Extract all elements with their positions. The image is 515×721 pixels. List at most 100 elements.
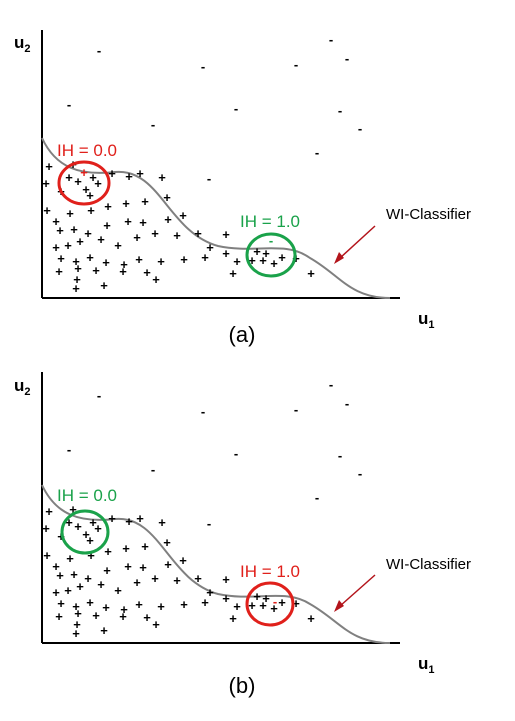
negative-samples: --- - --------: [67, 377, 362, 531]
positive-sample-mark: +: [201, 250, 209, 265]
positive-sample-mark: +: [158, 515, 166, 530]
positive-sample-mark: +: [89, 515, 97, 530]
positive-sample-mark: +: [253, 589, 261, 604]
positive-sample-mark: +: [164, 557, 172, 572]
positive-sample-mark: +: [108, 166, 116, 181]
y-axis-label: u2: [14, 376, 31, 398]
positive-sample-mark: +: [86, 595, 94, 610]
positive-sample-mark: +: [102, 255, 110, 270]
positive-sample-mark: +: [124, 559, 132, 574]
negative-sample-mark: -: [97, 43, 101, 58]
positive-sample-mark: +: [173, 573, 181, 588]
positive-sample-mark: +: [56, 223, 64, 238]
circle-right-mark: -: [269, 233, 273, 248]
positive-sample-mark: +: [119, 609, 127, 624]
positive-sample-mark: +: [180, 252, 188, 267]
panel-caption: (a): [229, 322, 256, 347]
positive-sample-mark: +: [307, 611, 315, 626]
positive-sample-mark: +: [125, 514, 133, 529]
positive-sample-mark: +: [152, 617, 160, 632]
positive-sample-mark: +: [222, 246, 230, 261]
positive-sample-mark: +: [179, 553, 187, 568]
positive-sample-mark: +: [222, 572, 230, 587]
classifier-arrow: [339, 225, 376, 259]
positive-sample-mark: +: [262, 246, 270, 261]
positive-sample-mark: +: [114, 583, 122, 598]
positive-sample-mark: +: [57, 251, 65, 266]
positive-sample-mark: +: [64, 583, 72, 598]
positive-sample-mark: +: [100, 278, 108, 293]
positive-sample-mark: +: [136, 511, 144, 526]
negative-sample-mark: -: [338, 103, 342, 118]
positive-sample-mark: +: [74, 174, 82, 189]
positive-sample-mark: +: [86, 533, 94, 548]
positive-sample-mark: +: [72, 281, 80, 296]
panel-a: u2 u1 --- - -------- + ++ + + ++ + +++ + + ++ +++ + + +…: [14, 30, 471, 347]
positive-sample-mark: +: [69, 502, 77, 517]
positive-sample-mark: +: [70, 567, 78, 582]
positive-sample-mark: +: [278, 595, 286, 610]
positive-sample-mark: +: [52, 585, 60, 600]
positive-sample-mark: +: [125, 169, 133, 184]
positive-sample-mark: +: [120, 257, 128, 272]
positive-sample-mark: +: [66, 551, 74, 566]
negative-sample-mark: -: [207, 171, 211, 186]
positive-sample-mark: +: [143, 610, 151, 625]
positive-sample-mark: +: [72, 254, 80, 269]
positive-sample-mark: +: [45, 504, 53, 519]
positive-sample-mark: +: [152, 272, 160, 287]
ih-circle-right: [245, 581, 295, 627]
classifier-arrow: [339, 574, 376, 607]
negative-sample-mark: -: [207, 516, 211, 531]
positive-sample-mark: +: [143, 265, 151, 280]
positive-sample-mark: +: [233, 254, 241, 269]
positive-sample-mark: +: [76, 234, 84, 249]
positive-sample-mark: +: [97, 577, 105, 592]
positive-sample-mark: +: [253, 244, 261, 259]
positive-sample-mark: +: [74, 606, 82, 621]
positive-sample-mark: +: [82, 527, 90, 542]
positive-sample-mark: +: [66, 206, 74, 221]
positive-sample-mark: +: [119, 264, 127, 279]
positive-sample-mark: +: [70, 222, 78, 237]
positive-sample-mark: +: [74, 519, 82, 534]
negative-sample-mark: -: [67, 442, 71, 457]
ih-circle-left: [60, 509, 110, 555]
positive-sample-mark: +: [122, 541, 130, 556]
positive-sample-mark: +: [158, 170, 166, 185]
positive-sample-mark: +: [65, 515, 73, 530]
ih-label-left: IH = 0.0: [57, 486, 117, 505]
ih-circle-left: [57, 160, 111, 206]
positive-sample-mark: +: [248, 253, 256, 268]
positive-sample-mark: +: [87, 548, 95, 563]
positive-sample-mark: +: [100, 623, 108, 638]
negative-sample-mark: -: [329, 32, 333, 47]
negative-sample-mark: -: [345, 396, 349, 411]
positive-sample-mark: +: [42, 176, 50, 191]
positive-sample-mark: +: [74, 261, 82, 276]
negative-sample-mark: -: [67, 97, 71, 112]
positive-sample-mark: +: [102, 600, 110, 615]
positive-sample-mark: +: [233, 599, 241, 614]
positive-sample-mark: +: [139, 215, 147, 230]
positive-sample-mark: +: [122, 196, 130, 211]
positive-sample-mark: +: [43, 548, 51, 563]
positive-sample-mark: +: [89, 170, 97, 185]
positive-sample-mark: +: [222, 227, 230, 242]
circle-left-mark: +: [80, 165, 88, 180]
positive-sample-mark: +: [164, 212, 172, 227]
positive-sample-mark: +: [52, 214, 60, 229]
negative-sample-mark: -: [358, 466, 362, 481]
positive-sample-mark: +: [72, 599, 80, 614]
positive-sample-mark: +: [55, 609, 63, 624]
positive-sample-mark: +: [270, 601, 278, 616]
positive-sample-mark: +: [124, 214, 132, 229]
positive-sample-mark: +: [157, 254, 165, 269]
negative-sample-mark: -: [234, 101, 238, 116]
positive-sample-mark: +: [52, 240, 60, 255]
positive-sample-mark: +: [141, 194, 149, 209]
negative-sample-mark: -: [201, 59, 205, 74]
classifier-arrow-head: [334, 252, 344, 264]
positive-sample-mark: +: [248, 598, 256, 613]
panel-b: u2 u1 --- - -------- + ++ + + ++ + +++ + + ++ +++ + + +…: [14, 372, 471, 698]
